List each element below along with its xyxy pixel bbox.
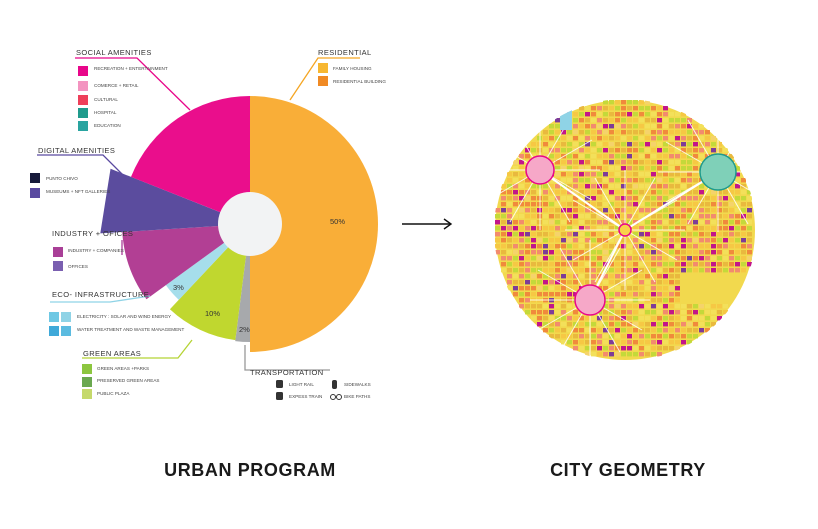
pct-label-residential: 50%	[330, 217, 345, 226]
legend-social: RECREATION + ENTERTAINMENT COMERCE + RET…	[78, 66, 168, 131]
pie-slice-digital	[100, 168, 221, 234]
hospital-icon	[78, 108, 88, 118]
express-train-icon	[276, 392, 283, 400]
heading-transportation: TRANSPORTATION	[250, 368, 324, 377]
bike-icon	[330, 394, 342, 400]
title-urban-program: URBAN PROGRAM	[164, 460, 336, 480]
legend-item-bike-paths: BIKE PATHS	[344, 394, 370, 399]
pct-label-transport: 2%	[239, 325, 250, 334]
plaza-icon	[82, 389, 92, 399]
pct-label-eco: 3%	[173, 283, 184, 292]
pie-center-hole	[218, 192, 282, 256]
legend-item-residential-building: RESIDENTIAL BUILDING	[333, 79, 386, 84]
legend-item-punto-chivo: PUNTO CHIVO	[46, 176, 78, 181]
legend-item-museums: MUSEUMS + NFT GALLERIES	[46, 189, 110, 194]
legend-item-preserved: PRESERVED GREEN AREAS	[97, 378, 159, 383]
legend-item-family-housing: FAMILY HOUSING	[333, 66, 372, 71]
leader-eco	[50, 295, 151, 303]
pie-slice-residential	[250, 96, 378, 352]
offices-icon	[53, 261, 63, 271]
legend-item-parks: GREEN AREAS +PARKS	[97, 366, 149, 371]
park-icon	[82, 364, 92, 374]
recreation-icon	[78, 66, 88, 76]
heading-industry: INDUSTRY + OFICES	[52, 229, 133, 238]
museum-icon	[30, 188, 40, 198]
heading-digital-amenities: DIGITAL AMENITIES	[38, 146, 115, 155]
pie-slice-green	[169, 224, 250, 341]
leader-social	[75, 57, 191, 111]
retail-icon	[78, 81, 88, 91]
pie-slice-industry	[122, 224, 250, 300]
cultural-icon	[78, 95, 88, 105]
urban-program-pie	[100, 96, 378, 352]
legend-item-sidewalks: SIDEWALKS	[344, 382, 371, 387]
preserved-icon	[82, 377, 92, 387]
heading-eco-infrastructure: ECO- INFRASTRUCTURE	[52, 290, 149, 299]
legend-green: GREEN AREAS +PARKS PRESERVED GREEN AREAS…	[82, 364, 159, 399]
leader-residential	[289, 57, 360, 101]
legend-item-industry: INDUSTRY + COMPANIES	[68, 248, 124, 253]
heading-residential: RESIDENTIAL	[318, 48, 372, 57]
water-icon	[49, 326, 59, 336]
waste-icon	[61, 326, 71, 336]
legend-item-retail: COMERCE + RETAIL	[94, 83, 139, 88]
legend-item-education: EDUCATION	[94, 123, 121, 128]
legend-item-recreation: RECREATION + ENTERTAINMENT	[94, 66, 168, 71]
legend-item-hospital: HOSPITAL	[94, 110, 117, 115]
wind-icon	[61, 312, 71, 322]
legend-item-plaza: PUBLIC PLAZA	[97, 391, 130, 396]
legend-industry: INDUSTRY + COMPANIES OFFICES	[53, 247, 124, 271]
legend-item-electricity: ELECTRICITY : SOLAR AND WIND ENERGY	[77, 314, 171, 319]
solar-icon	[49, 312, 59, 322]
heading-social-amenities: SOCIAL AMENITIES	[76, 48, 152, 57]
light-rail-icon	[276, 380, 283, 388]
sidewalk-icon	[332, 380, 337, 389]
leader-transport	[244, 345, 330, 371]
legend-item-water: WATER TREATMENT AND WASTE MANAGEMENT	[77, 327, 184, 332]
pct-label-green: 10%	[205, 309, 220, 318]
residential-building-icon	[318, 76, 328, 86]
city-grid	[494, 100, 756, 360]
legend-item-cultural: CULTURAL	[94, 97, 118, 102]
legend-transport: LIGHT RAIL SIDEWALKS EXPESS TRAIN BIKE P…	[276, 380, 371, 400]
punto-chivo-icon	[30, 173, 40, 183]
legend-item-offices: OFFICES	[68, 264, 88, 269]
arrow-icon	[402, 218, 453, 230]
legend-item-express-train: EXPESS TRAIN	[289, 394, 322, 399]
city-geometry-map	[494, 100, 756, 360]
industry-icon	[53, 247, 63, 257]
heading-green-areas: GREEN AREAS	[83, 349, 141, 358]
leader-green	[82, 339, 193, 359]
legend-item-light-rail: LIGHT RAIL	[289, 382, 314, 387]
leader-digital	[37, 154, 127, 179]
legend-residential: FAMILY HOUSING RESIDENTIAL BUILDING	[318, 63, 386, 86]
pie-slice-social	[130, 96, 250, 224]
title-city-geometry: CITY GEOMETRY	[550, 460, 706, 480]
legend-eco: ELECTRICITY : SOLAR AND WIND ENERGY WATE…	[49, 312, 184, 336]
family-housing-icon	[318, 63, 328, 73]
legend-digital: PUNTO CHIVO MUSEUMS + NFT GALLERIES	[30, 173, 110, 198]
education-icon	[78, 121, 88, 131]
